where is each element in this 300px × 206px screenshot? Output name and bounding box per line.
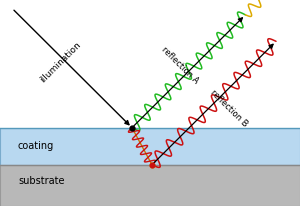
Text: illumination: illumination <box>39 40 83 84</box>
Bar <box>0 128 300 165</box>
Bar <box>0 0 300 128</box>
Text: coating: coating <box>18 141 54 151</box>
Text: reflection A: reflection A <box>160 45 200 85</box>
Text: substrate: substrate <box>18 176 64 186</box>
Bar <box>0 128 300 165</box>
Bar <box>0 165 300 206</box>
Text: reflection B: reflection B <box>208 88 249 129</box>
